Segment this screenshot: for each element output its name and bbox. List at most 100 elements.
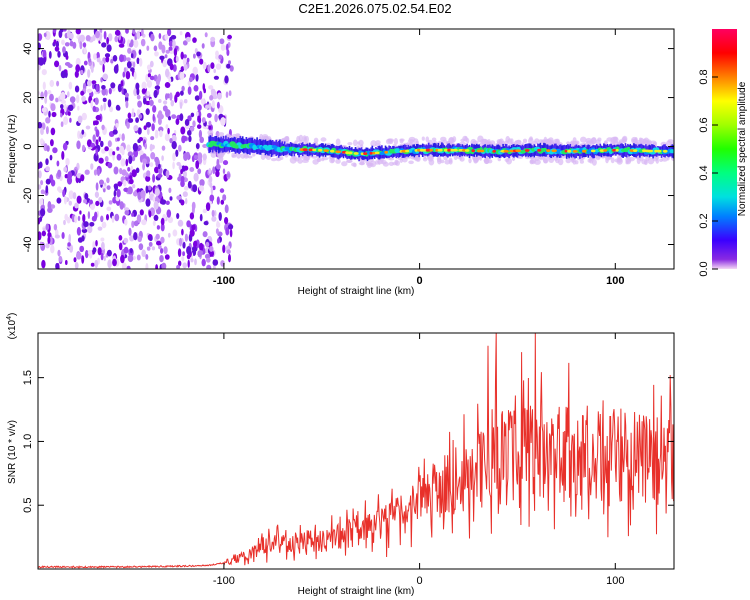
- noise-speck: [193, 53, 196, 59]
- noise-speck: [181, 256, 185, 262]
- track-halo: [506, 157, 512, 165]
- noise-speck: [222, 168, 226, 174]
- noise-speck: [136, 214, 142, 224]
- noise-speck: [84, 193, 89, 200]
- noise-speck: [189, 212, 195, 220]
- noise-speck: [176, 161, 181, 166]
- noise-speck: [184, 233, 188, 242]
- track-peak: [492, 149, 497, 153]
- track-peak: [330, 149, 335, 153]
- noise-speck: [64, 62, 71, 66]
- noise-speck: [138, 49, 142, 55]
- noise-speck: [77, 115, 83, 124]
- noise-speck: [50, 244, 55, 254]
- track-halo: [252, 153, 256, 157]
- noise-speck: [152, 196, 156, 203]
- noise-speck: [194, 154, 198, 160]
- noise-speck: [79, 245, 85, 253]
- noise-speck: [68, 200, 73, 206]
- noise-speck: [100, 237, 105, 242]
- noise-speck: [127, 112, 132, 119]
- noise-speck: [38, 217, 41, 225]
- noise-speck: [125, 29, 129, 34]
- track-peak: [647, 149, 654, 153]
- noise-speck: [185, 197, 188, 205]
- noise-speck: [145, 108, 150, 115]
- noise-speck: [52, 147, 58, 154]
- track-halo: [353, 139, 358, 147]
- y-tick-label: 0: [22, 143, 34, 149]
- noise-speck: [132, 142, 138, 152]
- noise-speck: [183, 54, 187, 59]
- noise-speck: [44, 89, 48, 98]
- noise-speck: [205, 247, 209, 254]
- track-peak: [603, 149, 608, 152]
- noise-speck: [184, 119, 190, 126]
- noise-speck: [136, 254, 141, 261]
- track-halo: [659, 158, 663, 162]
- noise-speck: [141, 249, 146, 258]
- noise-speck: [218, 54, 223, 60]
- noise-speck: [208, 125, 212, 130]
- noise-speck: [40, 127, 44, 135]
- noise-speck: [81, 115, 86, 120]
- noise-speck: [101, 124, 105, 131]
- noise-speck: [53, 39, 57, 44]
- noise-speck: [149, 99, 154, 106]
- noise-speck: [217, 92, 222, 100]
- noise-speck: [130, 53, 134, 59]
- noise-speck: [172, 161, 175, 170]
- track-halo: [613, 139, 618, 145]
- noise-speck: [226, 49, 230, 56]
- track-halo: [393, 138, 398, 145]
- noise-speck: [169, 63, 174, 71]
- track-peak: [524, 149, 530, 152]
- noise-speck: [165, 169, 170, 179]
- noise-speck: [114, 29, 121, 36]
- noise-speck: [183, 64, 188, 71]
- noise-speck: [131, 169, 137, 178]
- noise-speck: [151, 144, 155, 150]
- noise-speck: [156, 240, 162, 246]
- noise-speck: [181, 228, 184, 236]
- track-peak: [615, 148, 619, 152]
- track-halo: [360, 159, 365, 165]
- noise-speck: [132, 29, 136, 35]
- y-tick-label: 20: [22, 91, 34, 103]
- noise-speck: [68, 190, 74, 200]
- noise-speck: [180, 126, 186, 135]
- noise-speck: [203, 221, 209, 226]
- track-halo: [316, 157, 322, 162]
- track-halo: [353, 162, 357, 168]
- noise-speck: [60, 113, 63, 118]
- track-band: [535, 146, 538, 156]
- noise-speck: [179, 113, 184, 122]
- noise-speck: [54, 234, 61, 239]
- noise-speck: [170, 35, 177, 40]
- noise-speck: [150, 33, 155, 42]
- noise-speck: [182, 241, 186, 249]
- noise-speck: [104, 53, 111, 58]
- noise-speck: [74, 85, 80, 93]
- noise-speck: [224, 75, 229, 84]
- noise-speck: [202, 153, 207, 161]
- noise-speck: [119, 201, 124, 210]
- noise-speck: [60, 91, 66, 101]
- track-peak: [537, 148, 542, 152]
- noise-speck: [125, 100, 129, 109]
- noise-speck: [222, 244, 226, 254]
- noise-speck: [76, 195, 82, 204]
- noise-speck: [197, 104, 202, 111]
- noise-speck: [76, 226, 81, 236]
- noise-speck: [192, 37, 197, 43]
- noise-speck: [220, 199, 225, 205]
- noise-speck: [92, 34, 96, 42]
- noise-speck: [141, 29, 144, 36]
- noise-speck: [172, 64, 177, 72]
- noise-speck: [141, 81, 147, 91]
- track-halo: [612, 136, 618, 141]
- noise-speck: [208, 167, 212, 174]
- track-halo: [431, 137, 437, 142]
- track-peak: [515, 149, 522, 153]
- noise-speck: [179, 101, 183, 109]
